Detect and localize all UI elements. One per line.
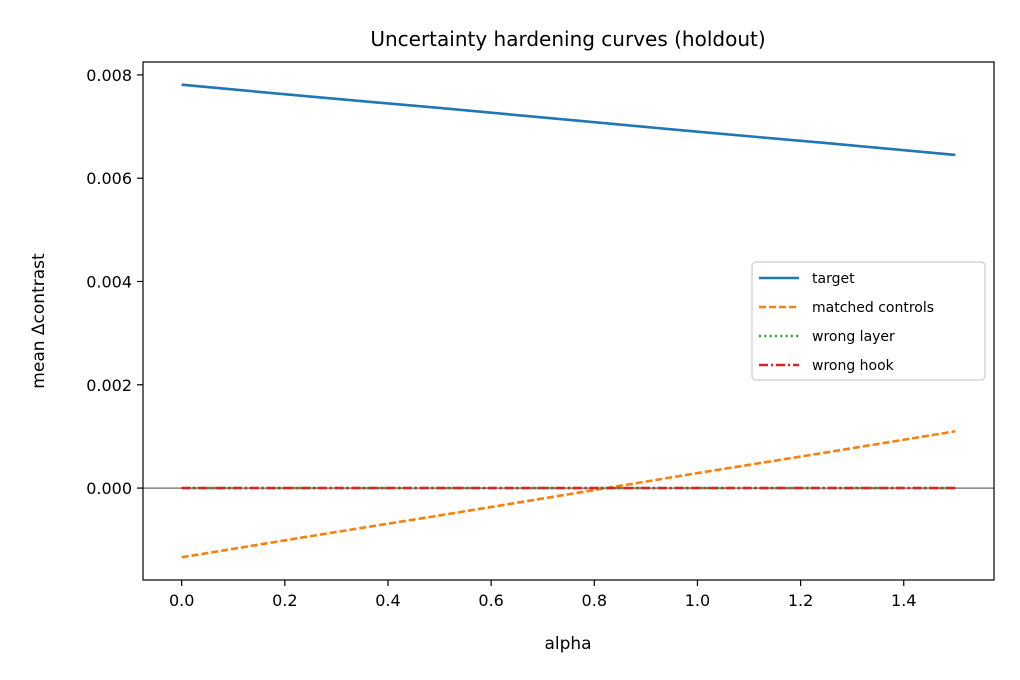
x-tick-label: 0.2: [272, 591, 297, 610]
y-tick-label: 0.000: [86, 479, 132, 498]
x-tick-label: 0.4: [375, 591, 400, 610]
x-tick-label: 1.4: [891, 591, 916, 610]
x-axis-label: alpha: [544, 634, 591, 654]
legend-label: wrong layer: [812, 329, 895, 345]
series-line-target: [181, 83, 956, 157]
legend: target matched controls wrong layer wrong h…: [751, 261, 986, 381]
legend-box: [751, 261, 986, 381]
plot-frame: [142, 61, 995, 581]
legend-label: matched controls: [812, 300, 934, 316]
y-tick-label: 0.002: [86, 376, 132, 395]
y-tick-label: 0.004: [86, 272, 132, 291]
x-tick-label: 1.0: [685, 591, 710, 610]
y-axis-label: mean Δcontrast: [29, 253, 49, 389]
y-tick-label: 0.008: [86, 66, 132, 85]
chart-title: Uncertainty hardening curves (holdout): [370, 27, 765, 51]
x-tick-label: 1.2: [788, 591, 813, 610]
y-tick-label: 0.006: [86, 169, 132, 188]
legend-label: target: [812, 271, 855, 287]
x-tick-label: 0.8: [582, 591, 607, 610]
legend-label: wrong hook: [812, 358, 895, 374]
series-line-matched-controls: [181, 429, 956, 559]
x-tick-label: 0.0: [169, 591, 194, 610]
x-tick-label: 0.6: [478, 591, 503, 610]
